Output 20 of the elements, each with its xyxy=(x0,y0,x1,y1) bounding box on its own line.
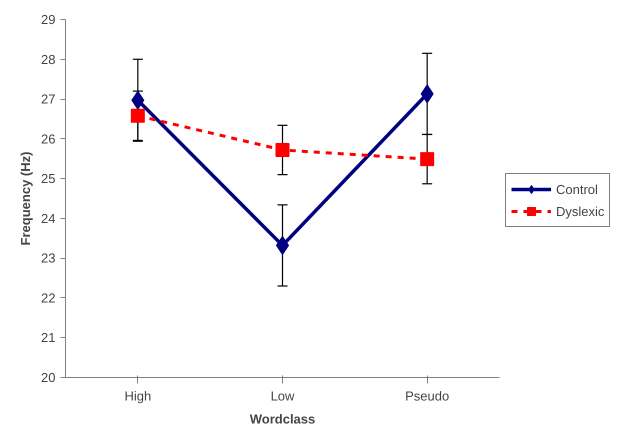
x-tick-label: Pseudo xyxy=(405,388,450,404)
y-tick-label: 21 xyxy=(41,330,56,346)
point xyxy=(130,108,145,123)
point xyxy=(276,142,290,157)
y-tick-label: 20 xyxy=(41,370,56,385)
legend-label: Control xyxy=(556,182,598,196)
y-tick-label: 28 xyxy=(41,52,56,67)
y-tick-label: 27 xyxy=(41,92,56,107)
x-tick-label: High xyxy=(124,388,152,404)
legend-label: Dyslexic xyxy=(556,204,604,218)
y-tick-label: 22 xyxy=(41,290,56,306)
y-tick-label: 26 xyxy=(41,131,56,146)
point xyxy=(420,152,434,166)
x-tick-label: Low xyxy=(270,388,296,404)
y-tick-label: 25 xyxy=(41,171,56,186)
y-tick-label: 29 xyxy=(41,12,56,27)
y-tick-label: 23 xyxy=(41,250,56,266)
x-axis-title: Wordclass xyxy=(250,412,316,426)
y-axis-title: Frequency (Hz) xyxy=(18,152,34,246)
y-tick-label: 24 xyxy=(41,210,56,226)
